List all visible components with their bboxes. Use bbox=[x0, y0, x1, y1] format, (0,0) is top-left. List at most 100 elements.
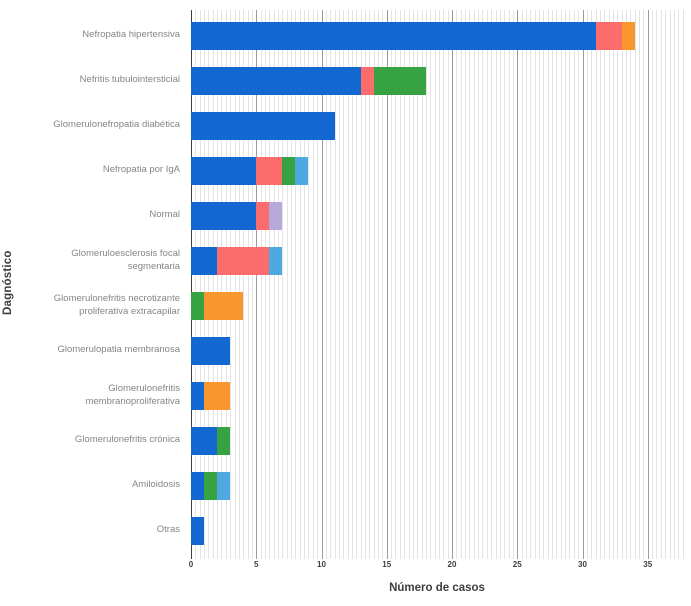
category-label-text: Glomerulopatia membranosa bbox=[57, 344, 180, 356]
bar-segment-salmon bbox=[256, 201, 270, 230]
category-label: Amiloidosis bbox=[0, 463, 180, 508]
major-gridline bbox=[647, 10, 649, 559]
minor-gridline bbox=[295, 10, 297, 559]
minor-gridline bbox=[334, 10, 336, 559]
minor-gridline bbox=[391, 10, 393, 559]
minor-gridline bbox=[443, 10, 445, 559]
minor-gridline bbox=[399, 10, 401, 559]
category-label: Glomerulonefritis membranoproliferativa bbox=[0, 373, 180, 418]
minor-gridline bbox=[534, 10, 536, 559]
minor-gridline bbox=[369, 10, 371, 559]
minor-gridline bbox=[678, 10, 680, 559]
minor-gridline bbox=[478, 10, 480, 559]
minor-gridline bbox=[221, 10, 223, 559]
category-label-text: Glomerulonefritis necrotizante prolifera… bbox=[53, 292, 180, 317]
minor-gridline bbox=[382, 10, 384, 559]
minor-gridline bbox=[530, 10, 532, 559]
minor-gridline bbox=[460, 10, 462, 559]
minor-gridline bbox=[495, 10, 497, 559]
bar-segment-green bbox=[373, 66, 426, 95]
minor-gridline bbox=[673, 10, 675, 559]
minor-gridline bbox=[595, 10, 597, 559]
bar-segment-salmon bbox=[256, 156, 283, 185]
bar-segment-green bbox=[282, 156, 296, 185]
category-label: Glomeruloesclerosis focal segmentaria bbox=[0, 238, 180, 283]
x-tick-label: 35 bbox=[643, 560, 653, 569]
minor-gridline bbox=[617, 10, 619, 559]
minor-gridline bbox=[630, 10, 632, 559]
minor-gridline bbox=[547, 10, 549, 559]
category-label-text: Glomerulonefritis crónica bbox=[74, 434, 180, 446]
category-label: Glomerulonefropatia diabética bbox=[0, 103, 180, 148]
category-label: Normal bbox=[0, 193, 180, 238]
minor-gridline bbox=[569, 10, 571, 559]
category-label-text: Otras bbox=[156, 524, 180, 536]
minor-gridline bbox=[660, 10, 662, 559]
minor-gridline bbox=[225, 10, 227, 559]
x-axis-title: Número de casos bbox=[389, 582, 485, 594]
category-label-text: Nefropatia hipertensiva bbox=[82, 29, 180, 41]
category-label-text: Glomerulonefritis membranoproliferativa bbox=[85, 382, 180, 407]
minor-gridline bbox=[291, 10, 293, 559]
minor-gridline bbox=[669, 10, 671, 559]
major-gridline bbox=[452, 10, 453, 559]
minor-gridline bbox=[278, 10, 279, 559]
minor-gridline bbox=[612, 10, 614, 559]
y-axis-line bbox=[191, 10, 192, 559]
bar-segment-light-blue bbox=[295, 156, 309, 185]
minor-gridline bbox=[365, 10, 366, 559]
minor-gridline bbox=[634, 10, 636, 559]
bar-segment-orange bbox=[204, 381, 231, 410]
x-tick-label: 5 bbox=[254, 560, 259, 569]
minor-gridline bbox=[682, 10, 684, 559]
category-label: Glomerulonefritis necrotizante prolifera… bbox=[0, 283, 180, 328]
category-label-text: Nefropatia por IgA bbox=[102, 164, 180, 176]
minor-gridline bbox=[438, 10, 440, 559]
bar-segment-blue bbox=[191, 516, 205, 545]
minor-gridline bbox=[565, 10, 567, 559]
bar-segment-orange bbox=[621, 21, 635, 50]
category-label-text: Nefritis tubulointersticial bbox=[79, 74, 180, 86]
minor-gridline bbox=[338, 10, 340, 559]
bar-segment-blue bbox=[191, 111, 335, 140]
major-gridline bbox=[256, 10, 258, 559]
minor-gridline bbox=[425, 10, 427, 559]
minor-gridline bbox=[404, 10, 406, 559]
x-tick-label: 25 bbox=[512, 560, 522, 569]
minor-gridline bbox=[656, 10, 658, 559]
minor-gridline bbox=[626, 10, 627, 559]
bar-segment-blue bbox=[191, 471, 205, 500]
minor-gridline bbox=[560, 10, 562, 559]
minor-gridline bbox=[230, 10, 232, 559]
category-labels: Nefropatia hipertensiva Nefritis tubuloin… bbox=[0, 13, 180, 553]
minor-gridline bbox=[330, 10, 332, 559]
minor-gridline bbox=[325, 10, 327, 559]
minor-gridline bbox=[286, 10, 288, 559]
minor-gridline bbox=[308, 10, 310, 559]
bar-segment-salmon bbox=[595, 21, 622, 50]
bar-segment-blue bbox=[191, 336, 231, 365]
minor-gridline bbox=[643, 10, 645, 559]
minor-gridline bbox=[621, 10, 623, 559]
bar-segment-blue bbox=[191, 381, 205, 410]
minor-gridline bbox=[347, 10, 349, 559]
minor-gridline bbox=[604, 10, 606, 559]
minor-gridline bbox=[282, 10, 284, 559]
minor-gridline bbox=[430, 10, 432, 559]
minor-gridline bbox=[243, 10, 245, 559]
minor-gridline bbox=[199, 10, 201, 559]
major-gridline bbox=[386, 10, 388, 559]
category-label-text: Amiloidosis bbox=[131, 479, 180, 491]
minor-gridline bbox=[360, 10, 362, 559]
x-tick-label: 15 bbox=[382, 560, 392, 569]
x-axis-tick-labels: 0 5 10 15 20 25 30 35 bbox=[189, 560, 685, 572]
minor-gridline bbox=[652, 10, 654, 559]
minor-gridline bbox=[486, 10, 488, 559]
bar-segment-salmon bbox=[217, 246, 270, 275]
category-label-text: Glomerulonefropatia diabética bbox=[53, 119, 180, 131]
minor-gridline bbox=[373, 10, 375, 559]
minor-gridline bbox=[639, 10, 641, 559]
minor-gridline bbox=[578, 10, 580, 559]
minor-gridline bbox=[434, 10, 436, 559]
